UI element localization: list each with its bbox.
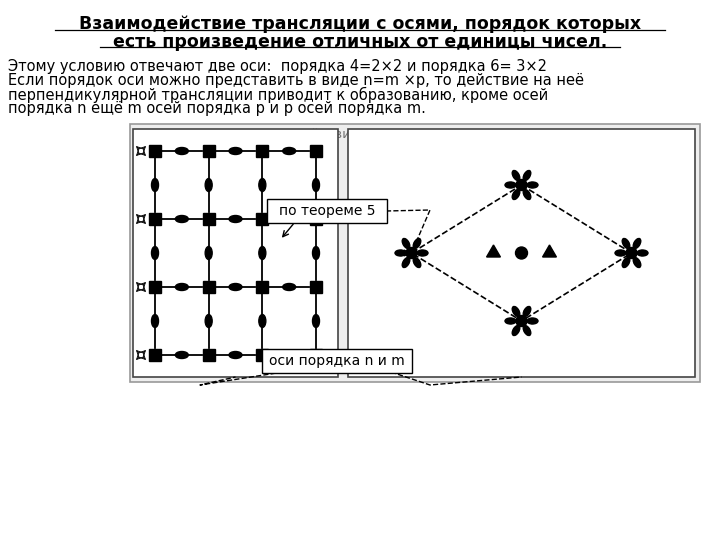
Bar: [149, 281, 161, 293]
Text: оси порядка n и m: оси порядка n и m: [269, 354, 405, 368]
Bar: [202, 213, 215, 225]
Ellipse shape: [413, 239, 420, 248]
Bar: [310, 145, 322, 157]
Ellipse shape: [283, 352, 296, 359]
Ellipse shape: [151, 314, 158, 327]
Ellipse shape: [205, 179, 212, 192]
Ellipse shape: [417, 250, 428, 256]
FancyBboxPatch shape: [267, 199, 387, 223]
Ellipse shape: [205, 246, 212, 260]
Circle shape: [516, 179, 527, 191]
Ellipse shape: [523, 171, 531, 180]
Ellipse shape: [622, 239, 630, 248]
Ellipse shape: [151, 246, 158, 260]
Bar: [149, 349, 161, 361]
Ellipse shape: [402, 258, 410, 267]
Text: по теореме 5: по теореме 5: [279, 204, 375, 218]
Bar: [310, 349, 322, 361]
Ellipse shape: [283, 284, 296, 291]
Ellipse shape: [312, 246, 320, 260]
Ellipse shape: [512, 190, 520, 199]
FancyBboxPatch shape: [130, 124, 700, 382]
Ellipse shape: [637, 250, 648, 256]
Text: Действие трансляционного вектора на перпен-: Действие трансляционного вектора на перп…: [292, 128, 629, 141]
Text: Взаимодействие трансляции с осями, порядок которых: Взаимодействие трансляции с осями, поряд…: [79, 15, 641, 33]
Bar: [256, 349, 269, 361]
Ellipse shape: [283, 147, 296, 154]
Ellipse shape: [312, 314, 320, 327]
Ellipse shape: [229, 147, 242, 154]
Ellipse shape: [512, 326, 520, 335]
Ellipse shape: [258, 314, 266, 327]
Ellipse shape: [505, 318, 516, 324]
Circle shape: [406, 247, 417, 259]
Text: Если порядок оси можно представить в виде n=m ×p, то действие на неё: Если порядок оси можно представить в вид…: [8, 73, 584, 88]
Text: перпендикулярной трансляции приводит к образованию, кроме осей: перпендикулярной трансляции приводит к о…: [8, 87, 548, 103]
Bar: [202, 349, 215, 361]
Ellipse shape: [505, 182, 516, 188]
Bar: [310, 281, 322, 293]
Ellipse shape: [395, 250, 406, 256]
Bar: [202, 145, 215, 157]
Text: Этому условию отвечают две оси:  порядка 4=2×2 и порядка 6= 3×2: Этому условию отвечают две оси: порядка …: [8, 59, 547, 74]
FancyBboxPatch shape: [348, 129, 695, 377]
Ellipse shape: [633, 239, 641, 248]
Ellipse shape: [523, 190, 531, 199]
Ellipse shape: [523, 326, 531, 335]
Ellipse shape: [176, 147, 189, 154]
Ellipse shape: [258, 246, 266, 260]
Ellipse shape: [229, 215, 242, 222]
Ellipse shape: [229, 284, 242, 291]
FancyBboxPatch shape: [133, 129, 338, 377]
Ellipse shape: [229, 352, 242, 359]
Ellipse shape: [258, 179, 266, 192]
Text: дикулярные ему оси 4 и 6: дикулярные ему оси 4 и 6: [369, 142, 552, 155]
Ellipse shape: [527, 318, 538, 324]
Text: есть произведение отличных от единицы чисел.: есть произведение отличных от единицы чи…: [113, 33, 607, 51]
Bar: [310, 213, 322, 225]
Bar: [256, 281, 269, 293]
Text: порядка n ещё m осей порядка p и p осей порядка m.: порядка n ещё m осей порядка p и p осей …: [8, 101, 426, 116]
Ellipse shape: [283, 215, 296, 222]
Ellipse shape: [402, 239, 410, 248]
Ellipse shape: [312, 179, 320, 192]
Ellipse shape: [512, 171, 520, 180]
Ellipse shape: [523, 307, 531, 316]
Ellipse shape: [527, 182, 538, 188]
Ellipse shape: [633, 258, 641, 267]
Bar: [149, 145, 161, 157]
Bar: [256, 145, 269, 157]
Ellipse shape: [151, 179, 158, 192]
Ellipse shape: [615, 250, 626, 256]
Bar: [202, 281, 215, 293]
FancyBboxPatch shape: [262, 349, 412, 373]
Bar: [149, 213, 161, 225]
Ellipse shape: [176, 284, 189, 291]
Ellipse shape: [413, 258, 420, 267]
Circle shape: [626, 247, 637, 259]
Ellipse shape: [512, 307, 520, 316]
Ellipse shape: [205, 314, 212, 327]
Ellipse shape: [176, 352, 189, 359]
Circle shape: [516, 247, 528, 259]
Bar: [256, 213, 269, 225]
Circle shape: [516, 315, 527, 327]
Ellipse shape: [622, 258, 630, 267]
Ellipse shape: [176, 215, 189, 222]
